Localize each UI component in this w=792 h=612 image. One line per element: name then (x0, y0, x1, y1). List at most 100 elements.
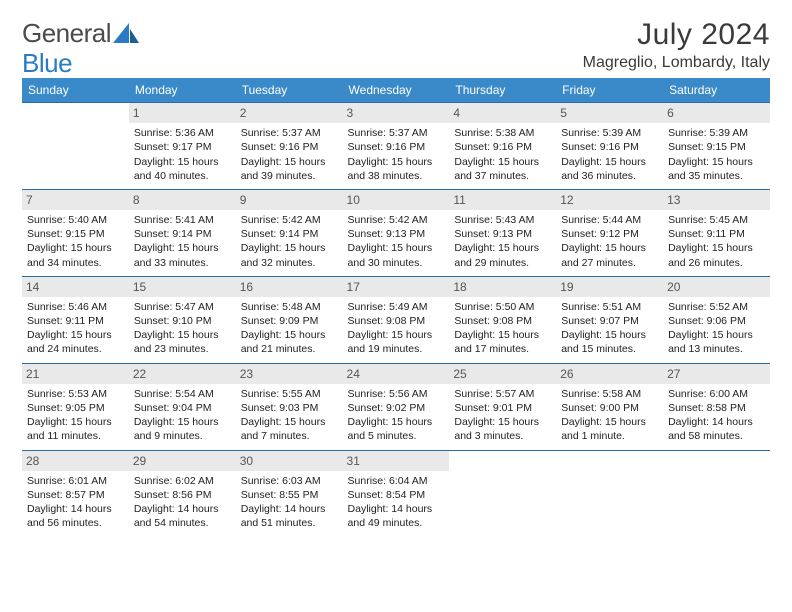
daylight-line2: and 9 minutes. (134, 429, 231, 443)
sunset-line: Sunset: 9:00 PM (561, 401, 658, 415)
day-number: 20 (663, 277, 770, 297)
sunset-line: Sunset: 9:02 PM (348, 401, 445, 415)
day-cell: 2Sunrise: 5:37 AMSunset: 9:16 PMDaylight… (236, 103, 343, 190)
sunrise-line: Sunrise: 5:52 AM (668, 300, 765, 314)
sunset-line: Sunset: 9:15 PM (668, 140, 765, 154)
daylight-line2: and 7 minutes. (241, 429, 338, 443)
daylight-line2: and 15 minutes. (561, 342, 658, 356)
sunrise-line: Sunrise: 5:48 AM (241, 300, 338, 314)
sunset-line: Sunset: 9:12 PM (561, 227, 658, 241)
day-cell (449, 450, 556, 536)
sunrise-line: Sunrise: 5:54 AM (134, 387, 231, 401)
day-cell: 7Sunrise: 5:40 AMSunset: 9:15 PMDaylight… (22, 189, 129, 276)
daylight-line2: and 37 minutes. (454, 169, 551, 183)
sunset-line: Sunset: 9:10 PM (134, 314, 231, 328)
daylight-line2: and 19 minutes. (348, 342, 445, 356)
daylight-line2: and 13 minutes. (668, 342, 765, 356)
day-cell: 24Sunrise: 5:56 AMSunset: 9:02 PMDayligh… (343, 363, 450, 450)
sunrise-line: Sunrise: 5:49 AM (348, 300, 445, 314)
day-cell: 15Sunrise: 5:47 AMSunset: 9:10 PMDayligh… (129, 276, 236, 363)
weekday-header: Thursday (449, 78, 556, 103)
header: General July 2024 Magreglio, Lombardy, I… (22, 18, 770, 72)
daylight-line2: and 56 minutes. (27, 516, 124, 530)
daylight-line2: and 27 minutes. (561, 256, 658, 270)
sunrise-line: Sunrise: 5:37 AM (241, 126, 338, 140)
daylight-line1: Daylight: 15 hours (348, 328, 445, 342)
daylight-line2: and 5 minutes. (348, 429, 445, 443)
day-cell (663, 450, 770, 536)
brand-part2-wrap: Blue (22, 48, 72, 79)
day-cell: 20Sunrise: 5:52 AMSunset: 9:06 PMDayligh… (663, 276, 770, 363)
daylight-line1: Daylight: 15 hours (348, 155, 445, 169)
sunset-line: Sunset: 9:03 PM (241, 401, 338, 415)
day-number: 29 (129, 451, 236, 471)
sunset-line: Sunset: 9:06 PM (668, 314, 765, 328)
sunrise-line: Sunrise: 5:53 AM (27, 387, 124, 401)
daylight-line1: Daylight: 15 hours (454, 328, 551, 342)
daylight-line1: Daylight: 15 hours (561, 241, 658, 255)
sunrise-line: Sunrise: 5:50 AM (454, 300, 551, 314)
sunset-line: Sunset: 9:17 PM (134, 140, 231, 154)
sunset-line: Sunset: 9:16 PM (348, 140, 445, 154)
sunset-line: Sunset: 8:56 PM (134, 488, 231, 502)
daylight-line2: and 26 minutes. (668, 256, 765, 270)
daylight-line2: and 38 minutes. (348, 169, 445, 183)
day-cell: 6Sunrise: 5:39 AMSunset: 9:15 PMDaylight… (663, 103, 770, 190)
day-number: 13 (663, 190, 770, 210)
day-cell: 9Sunrise: 5:42 AMSunset: 9:14 PMDaylight… (236, 189, 343, 276)
day-number: 7 (22, 190, 129, 210)
weekday-header: Saturday (663, 78, 770, 103)
brand-logo: General (22, 18, 141, 49)
daylight-line1: Daylight: 15 hours (561, 328, 658, 342)
sunset-line: Sunset: 9:14 PM (241, 227, 338, 241)
daylight-line2: and 23 minutes. (134, 342, 231, 356)
day-number: 24 (343, 364, 450, 384)
weekday-header: Tuesday (236, 78, 343, 103)
day-cell: 16Sunrise: 5:48 AMSunset: 9:09 PMDayligh… (236, 276, 343, 363)
daylight-line2: and 1 minute. (561, 429, 658, 443)
day-number: 8 (129, 190, 236, 210)
day-cell: 28Sunrise: 6:01 AMSunset: 8:57 PMDayligh… (22, 450, 129, 536)
day-number: 6 (663, 103, 770, 123)
day-cell: 8Sunrise: 5:41 AMSunset: 9:14 PMDaylight… (129, 189, 236, 276)
sunrise-line: Sunrise: 6:03 AM (241, 474, 338, 488)
day-number: 23 (236, 364, 343, 384)
day-number: 31 (343, 451, 450, 471)
day-cell: 4Sunrise: 5:38 AMSunset: 9:16 PMDaylight… (449, 103, 556, 190)
day-cell (556, 450, 663, 536)
daylight-line1: Daylight: 15 hours (27, 328, 124, 342)
daylight-line2: and 35 minutes. (668, 169, 765, 183)
daylight-line1: Daylight: 15 hours (561, 415, 658, 429)
sunrise-line: Sunrise: 6:02 AM (134, 474, 231, 488)
week-row: 28Sunrise: 6:01 AMSunset: 8:57 PMDayligh… (22, 450, 770, 536)
day-number: 12 (556, 190, 663, 210)
day-cell: 10Sunrise: 5:42 AMSunset: 9:13 PMDayligh… (343, 189, 450, 276)
day-number: 21 (22, 364, 129, 384)
sunrise-line: Sunrise: 5:36 AM (134, 126, 231, 140)
daylight-line2: and 30 minutes. (348, 256, 445, 270)
daylight-line2: and 51 minutes. (241, 516, 338, 530)
sunrise-line: Sunrise: 6:04 AM (348, 474, 445, 488)
daylight-line1: Daylight: 15 hours (348, 241, 445, 255)
day-cell: 21Sunrise: 5:53 AMSunset: 9:05 PMDayligh… (22, 363, 129, 450)
daylight-line1: Daylight: 14 hours (348, 502, 445, 516)
daylight-line2: and 33 minutes. (134, 256, 231, 270)
calendar-table: SundayMondayTuesdayWednesdayThursdayFrid… (22, 78, 770, 536)
daylight-line1: Daylight: 14 hours (134, 502, 231, 516)
sunrise-line: Sunrise: 5:55 AM (241, 387, 338, 401)
daylight-line1: Daylight: 15 hours (561, 155, 658, 169)
calendar-head: SundayMondayTuesdayWednesdayThursdayFrid… (22, 78, 770, 103)
sunset-line: Sunset: 9:11 PM (668, 227, 765, 241)
location-text: Magreglio, Lombardy, Italy (583, 54, 770, 72)
sunrise-line: Sunrise: 6:01 AM (27, 474, 124, 488)
day-cell: 17Sunrise: 5:49 AMSunset: 9:08 PMDayligh… (343, 276, 450, 363)
daylight-line1: Daylight: 15 hours (454, 155, 551, 169)
daylight-line2: and 29 minutes. (454, 256, 551, 270)
day-number: 2 (236, 103, 343, 123)
day-number: 30 (236, 451, 343, 471)
daylight-line2: and 36 minutes. (561, 169, 658, 183)
daylight-line1: Daylight: 15 hours (241, 241, 338, 255)
daylight-line2: and 32 minutes. (241, 256, 338, 270)
sunset-line: Sunset: 9:05 PM (27, 401, 124, 415)
sunset-line: Sunset: 9:01 PM (454, 401, 551, 415)
